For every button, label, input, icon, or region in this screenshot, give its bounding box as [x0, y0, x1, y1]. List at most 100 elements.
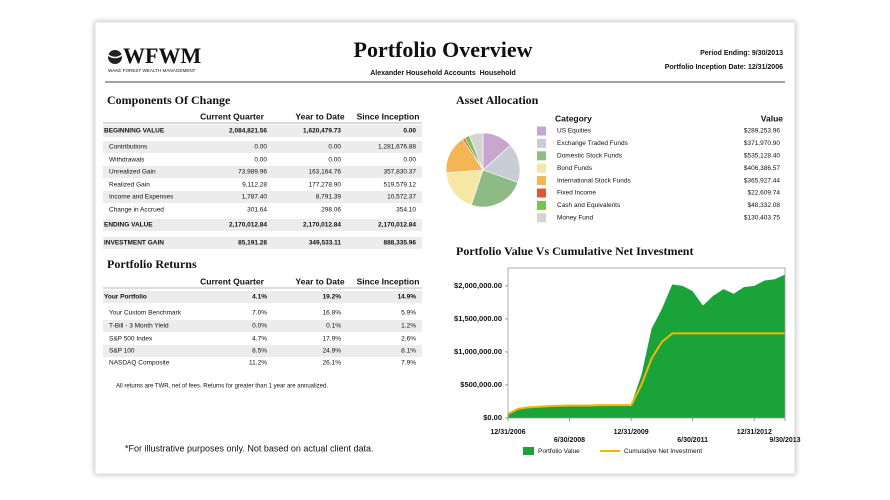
row-shade — [103, 219, 422, 231]
cell: 19.2% — [323, 294, 342, 301]
logo-stripe — [107, 54, 123, 59]
legend-swatch — [537, 151, 546, 161]
column-header: Year to Date — [295, 276, 344, 286]
logo: WFWM — [123, 43, 201, 68]
row-shade — [103, 237, 422, 249]
cell: 2.6% — [401, 336, 416, 343]
cell: 17.9% — [323, 336, 342, 343]
value-label: $48,332.08 — [747, 202, 780, 209]
cell: 11.2% — [249, 360, 267, 367]
y-tick-label: $2,000,000.00 — [454, 281, 502, 290]
cell: 2,170,012.84 — [378, 222, 416, 229]
cell: 5.9% — [401, 310, 416, 317]
value-label: $130,403.75 — [744, 215, 781, 222]
row-label: S&P 100 — [109, 348, 135, 355]
section-title: Portfolio Returns — [107, 257, 197, 271]
cell: 0.00 — [254, 144, 267, 151]
row-shade — [103, 191, 422, 203]
value-label: $406,386.57 — [744, 165, 781, 172]
row-label: ENDING VALUE — [104, 222, 153, 229]
legend-label: Money Fund — [557, 215, 594, 222]
cell: 1.2% — [401, 323, 416, 330]
pie-slice — [470, 169, 519, 208]
value-label: $365,927.44 — [744, 177, 781, 184]
column-header: Since Inception — [357, 111, 420, 121]
x-tick-label: 12/31/2012 — [737, 429, 772, 436]
cell: 85,191.28 — [238, 240, 267, 247]
legend-swatch — [537, 176, 546, 186]
cell: 1,620,479.73 — [303, 128, 341, 135]
row-shade — [103, 125, 422, 137]
legend-swatch — [523, 447, 534, 455]
cell: 0.1% — [326, 323, 341, 330]
x-tick-label: 12/31/2006 — [490, 429, 525, 436]
legend-label: Cumulative Net Investment — [624, 448, 702, 455]
cell: 7.0% — [252, 310, 267, 317]
row-label: Change in Accrued — [109, 207, 164, 214]
cell: 16.8% — [323, 310, 342, 317]
cell: 888,335.96 — [383, 240, 416, 247]
x-tick-label: 9/30/2013 — [769, 437, 800, 444]
row-label: Unrealized Gain — [109, 169, 156, 176]
cell: 4.1% — [252, 294, 267, 301]
column-header: Current Quarter — [200, 276, 264, 286]
row-label: Income and Expenses — [109, 194, 174, 201]
legend-swatch — [537, 163, 546, 173]
cell: 0.00 — [403, 157, 416, 164]
subtitle: Alexander Household Accounts Household — [370, 70, 516, 77]
period-ending: Period Ending: 9/30/2013 — [700, 50, 783, 57]
x-tick-label: 6/30/2008 — [554, 437, 585, 444]
y-tick-label: $0.00 — [483, 413, 502, 422]
cell: 0.00 — [403, 128, 416, 135]
cell: 24.9% — [323, 348, 342, 355]
legend-swatch — [537, 200, 546, 210]
cell: 14.9% — [398, 294, 417, 301]
row-label: T-Bill - 3 Month Yield — [109, 323, 169, 330]
cell: 177,278.90 — [308, 182, 341, 189]
row-shade — [103, 345, 422, 357]
section-title: Asset Allocation — [456, 93, 539, 107]
cell: 0.00 — [254, 157, 267, 164]
cell: 357,830.37 — [383, 169, 416, 176]
row-label: S&P 500 Index — [109, 336, 153, 343]
cell: 10,572.37 — [387, 194, 416, 201]
logo-tagline: WAKE FOREST WEALTH MANAGEMENT — [108, 68, 196, 73]
footnote: *For illustrative purposes only. Not bas… — [125, 443, 373, 453]
column-header: Current Quarter — [200, 111, 264, 121]
y-tick-label: $1,500,000.00 — [454, 314, 502, 323]
x-tick-label: 6/30/2011 — [677, 437, 708, 444]
cell: 2,084,821.56 — [229, 128, 267, 135]
legend-header: Category — [555, 113, 592, 123]
area — [508, 274, 785, 418]
cell: 9,112.28 — [242, 182, 267, 189]
cell: 301.64 — [247, 207, 267, 214]
cell: 2,170,012.84 — [303, 222, 341, 229]
cell: 2,170,012.84 — [229, 222, 267, 229]
row-shade — [103, 141, 422, 153]
column-header: Since Inception — [357, 276, 420, 286]
pie-slice — [445, 169, 484, 206]
cell: 8,791.39 — [316, 194, 342, 201]
row-label: BEGINNING VALUE — [104, 128, 165, 135]
cell: 8.5% — [252, 348, 267, 355]
row-label: Your Custom Benchmark — [109, 310, 182, 317]
x-tick-label: 12/31/2009 — [614, 429, 649, 436]
cell: 1,787.40 — [242, 194, 268, 201]
section-title: Components Of Change — [107, 93, 231, 107]
legend-swatch — [537, 138, 546, 148]
cell: 354.10 — [396, 207, 416, 214]
cell: 0.00 — [328, 157, 341, 164]
y-tick-label: $500,000.00 — [460, 380, 502, 389]
title: Portfolio Overview — [354, 37, 533, 62]
row-label: Withdrawals — [109, 157, 145, 164]
row-label: Realized Gain — [109, 182, 150, 189]
legend-label: International Stock Funds — [557, 177, 631, 184]
legend-label: Exchange Traded Funds — [557, 140, 629, 147]
cell: 163,164.76 — [308, 169, 341, 176]
row-label: Your Portfolio — [104, 294, 147, 301]
legend-swatch — [537, 213, 546, 223]
cell: 349,533.11 — [309, 240, 342, 247]
column-header: Year to Date — [295, 111, 344, 121]
y-tick-label: $1,000,000.00 — [454, 347, 502, 356]
section-title: Portfolio Value Vs Cumulative Net Invest… — [456, 244, 693, 258]
